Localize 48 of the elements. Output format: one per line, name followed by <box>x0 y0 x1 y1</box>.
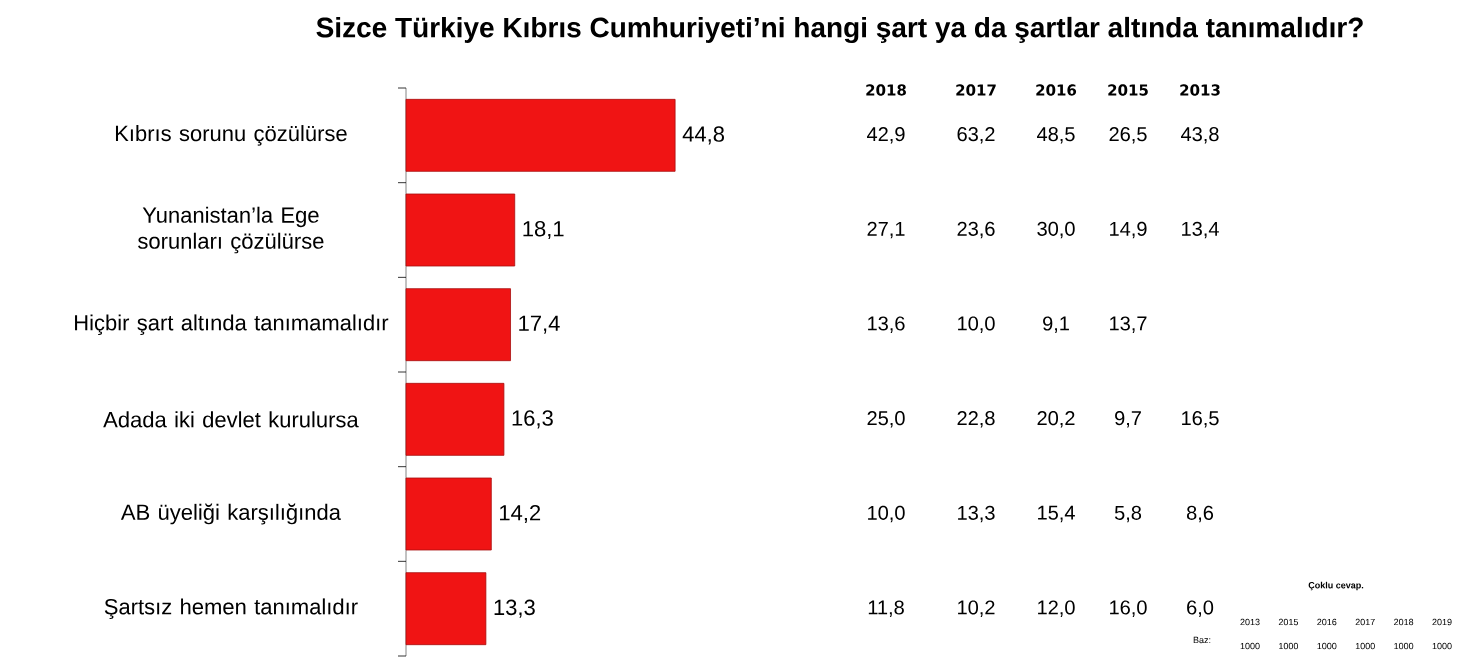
text: 11,8 <box>868 600 904 617</box>
text: 6,0 <box>1187 600 1214 617</box>
data-label: 14,2 <box>500 504 541 524</box>
data-label: 17,4 <box>519 315 560 334</box>
text: 13,4 <box>1182 221 1219 239</box>
text: 27,1 <box>867 221 905 239</box>
text: 42,9 <box>867 127 905 144</box>
text: 23,6 <box>957 221 995 239</box>
y-tick-label: Yunanistan’la Ege sorunları çözülürse <box>138 206 324 254</box>
bar <box>405 193 516 267</box>
text: 26,5 <box>1109 127 1147 144</box>
text: 10,2 <box>958 600 995 617</box>
bar <box>405 572 487 646</box>
text: 15,4 <box>1038 505 1075 523</box>
text: 30,0 <box>1037 221 1075 239</box>
text: 9,1 <box>1043 316 1069 333</box>
text: 14,9 <box>1110 221 1147 239</box>
text: 20,2 <box>1037 411 1075 428</box>
text: Sizce Türkiye Kıbrıs Cumhuriyeti’ni hangi şart ya da şartlar altında tanımalıdır? <box>316 16 1363 44</box>
bar <box>405 477 492 551</box>
text: 10,0 <box>868 505 905 523</box>
y-tick-label: AB üyeliği karşılığında <box>120 503 341 525</box>
data-label: 18,1 <box>523 220 564 240</box>
data-label: 13,3 <box>494 599 535 618</box>
bar <box>405 382 505 456</box>
bar <box>405 288 511 362</box>
text: 13,6 <box>868 316 905 333</box>
text: 8,6 <box>1186 505 1214 523</box>
y-tick-label: Şartsız hemen tanımalıdır <box>104 598 358 619</box>
text: 5,8 <box>1114 505 1142 523</box>
y-tick-label: Kıbrıs sorunu çözülürse <box>115 125 347 146</box>
y-tick-label: Hiçbir şart altında tanımamalıdır <box>75 314 389 335</box>
bar <box>405 98 676 172</box>
text: 10,0 <box>958 316 995 333</box>
text: 13,3 <box>958 505 995 523</box>
text: 12,0 <box>1038 600 1075 617</box>
data-label: 44,8 <box>682 126 724 145</box>
text: 13,7 <box>1110 316 1147 333</box>
text: 16,0 <box>1110 600 1147 617</box>
text: 22,8 <box>957 411 995 428</box>
text: 9,7 <box>1115 411 1141 428</box>
text: 43,8 <box>1181 127 1219 144</box>
text: 25,0 <box>867 411 905 428</box>
y-tick-label: Adada iki devlet kurulursa <box>103 411 359 428</box>
text: 63,2 <box>957 127 995 144</box>
data-label: 16,3 <box>512 410 553 429</box>
text: 16,5 <box>1182 411 1219 428</box>
text: 48,5 <box>1037 127 1075 144</box>
